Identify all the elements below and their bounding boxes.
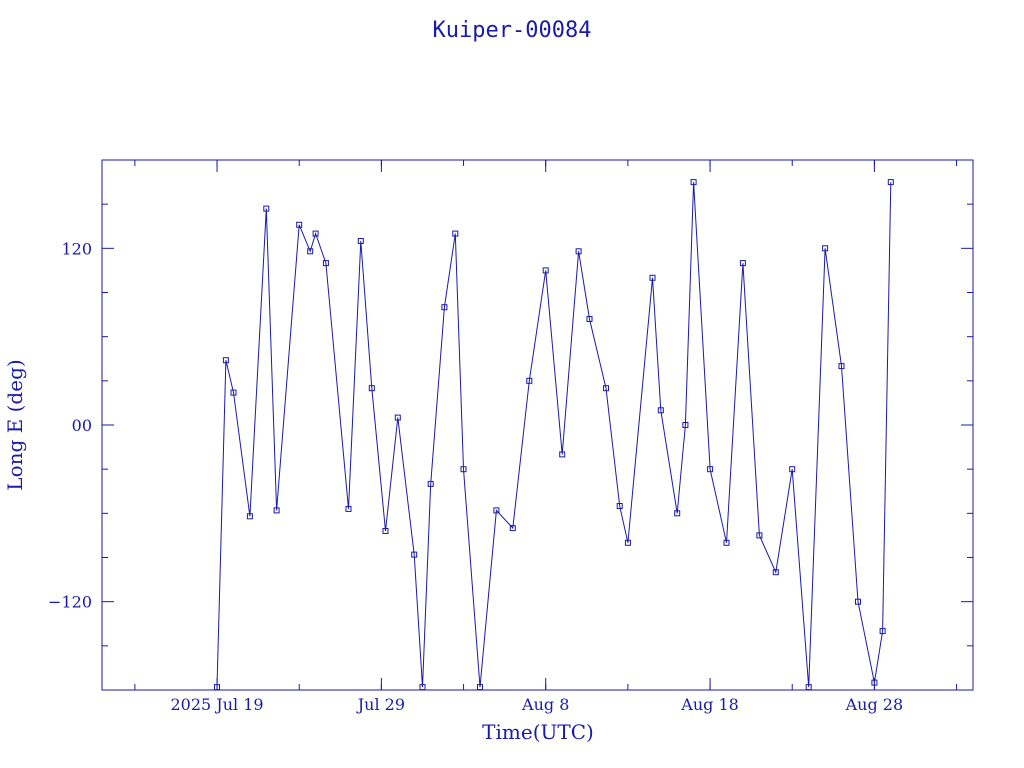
x-tick-label: Aug 28: [845, 695, 904, 714]
data-point: [682, 422, 689, 428]
data-point: [805, 684, 812, 690]
data-point: [789, 466, 796, 473]
plot-frame: [101, 159, 974, 691]
data-point: [657, 407, 664, 414]
data-point: [273, 507, 280, 514]
data-point: [345, 505, 352, 512]
y-tick-label: 120: [61, 239, 92, 258]
y-axis-label: Long E (deg): [3, 359, 27, 490]
data-point: [452, 230, 459, 237]
data-point: [441, 304, 448, 311]
data-point: [838, 363, 845, 370]
data-point: [586, 316, 593, 322]
tick-layer: 2025 Jul 19 Jul 29 Aug 8 Aug 18 Aug 28 120 00 −…: [48, 160, 973, 714]
data-point: [296, 221, 303, 228]
data-point: [526, 377, 533, 384]
data-point: [382, 528, 389, 534]
x-axis-label: Time(UTC): [482, 720, 594, 744]
data-point: [222, 357, 229, 364]
data-point: [312, 230, 319, 237]
y-tick-label: −120: [48, 593, 92, 612]
y-tick-label: 00: [72, 416, 92, 435]
data-point: [879, 628, 886, 635]
data-point: [616, 503, 623, 509]
data-point: [411, 551, 418, 558]
data-point: [419, 684, 426, 690]
data-point: [772, 569, 779, 576]
series-line: [216, 182, 892, 688]
data-point: [690, 179, 697, 186]
data-point: [322, 260, 329, 267]
data-point: [230, 389, 237, 396]
data-point: [460, 466, 467, 473]
data-point: [624, 539, 631, 546]
x-tick-label: Aug 18: [680, 695, 739, 714]
x-tick-label: 2025 Jul 19: [170, 695, 263, 714]
data-point: [822, 245, 829, 252]
data-point: [887, 179, 894, 186]
data-point: [368, 385, 375, 392]
x-tick-label: Jul 29: [356, 695, 405, 714]
data-point: [575, 248, 582, 255]
data-point: [603, 385, 609, 392]
x-tick-label: Aug 8: [521, 695, 569, 714]
data-point: [246, 513, 253, 520]
data-point: [477, 684, 483, 690]
data-point: [263, 205, 270, 212]
data-point: [756, 532, 763, 539]
data-point: [649, 274, 656, 281]
chart-title: Kuiper-00084: [433, 18, 592, 43]
data-point: [493, 507, 500, 514]
data-point: [307, 248, 314, 255]
data-point: [674, 510, 681, 517]
data-point: [542, 267, 549, 274]
data-point: [855, 598, 861, 605]
data-point: [723, 539, 730, 546]
series-layer: [214, 179, 894, 690]
data-point: [509, 525, 516, 532]
data-point: [427, 480, 434, 487]
data-point: [394, 414, 401, 421]
data-point: [739, 260, 746, 267]
data-point: [357, 238, 364, 244]
data-point: [707, 466, 714, 473]
data-point: [559, 451, 566, 458]
